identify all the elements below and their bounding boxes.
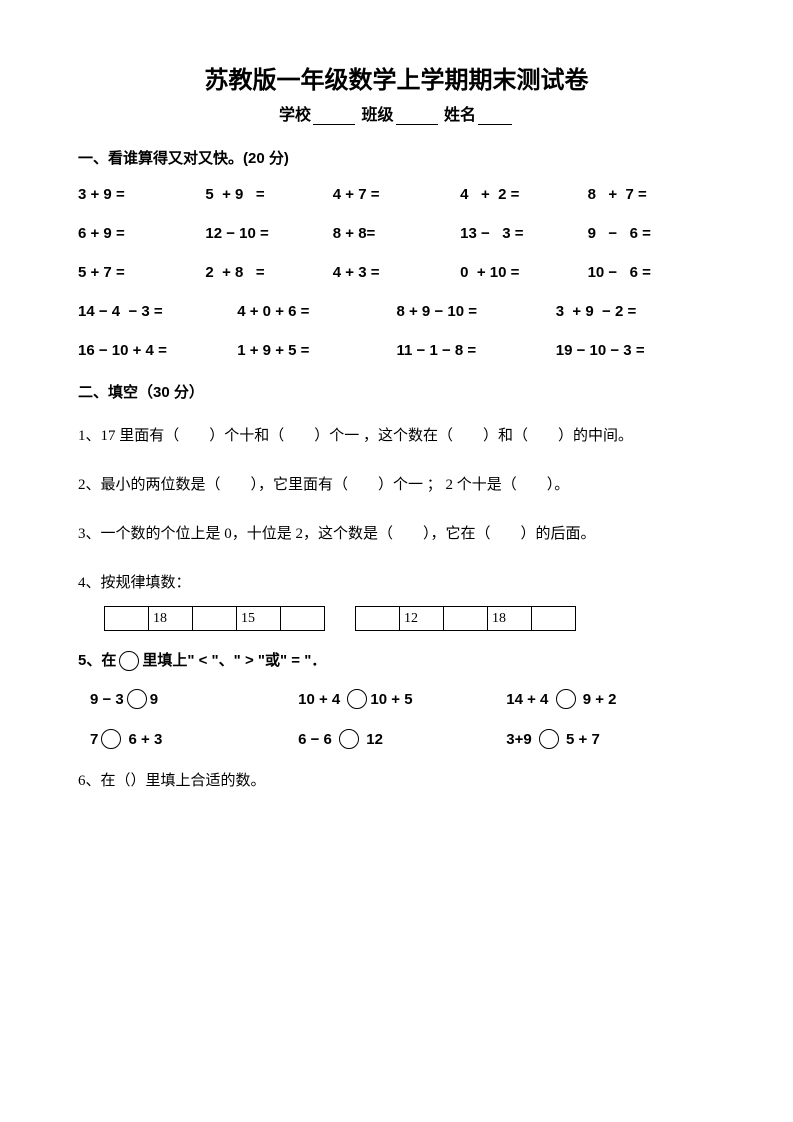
- arith-cell: 13 − 3 =: [460, 225, 587, 242]
- compare-left: 3+9: [506, 731, 536, 748]
- arith-cell: 4 + 2 =: [460, 186, 587, 203]
- compare-right: 9: [150, 691, 158, 708]
- seq-cell[interactable]: [356, 607, 400, 631]
- compare-right: 6 + 3: [124, 731, 162, 748]
- compare-circle[interactable]: [339, 729, 359, 749]
- compare-cell: 10 + 4 10 + 5: [298, 689, 506, 709]
- arith-cell: 8 + 8=: [333, 225, 460, 242]
- label-school: 学校: [279, 107, 311, 124]
- compare-row: 7 6 + 36 − 6 123+9 5 + 7: [78, 729, 715, 749]
- info-line: 学校 班级 姓名: [78, 101, 715, 125]
- seq-table-1: 1815: [104, 606, 325, 631]
- seq-cell[interactable]: 12: [400, 607, 444, 631]
- arith-cell: 4 + 0 + 6 =: [237, 303, 396, 320]
- arith-row: 6 + 9 =12 − 10 =8 + 8=13 − 3 =9 − 6 =: [78, 225, 715, 242]
- arith-row: 14 − 4 − 3 =4 + 0 + 6 =8 + 9 − 10 =3 + 9…: [78, 303, 715, 320]
- compare-circle[interactable]: [556, 689, 576, 709]
- arith-cell: 1 + 9 + 5 =: [237, 342, 396, 359]
- arith-cell: 8 + 9 − 10 =: [397, 303, 556, 320]
- sequence-tables: 1815 1218: [104, 606, 715, 631]
- blank-name[interactable]: [478, 109, 512, 125]
- compare-circle[interactable]: [539, 729, 559, 749]
- section-2-head: 二、填空（30 分）: [78, 381, 715, 402]
- seq-table-2: 12 18: [355, 606, 576, 631]
- arith-row: 3 + 9 =5 + 9 =4 + 7 =4 + 2 =8 + 7 =: [78, 186, 715, 203]
- arith-cell: 12 − 10 =: [205, 225, 332, 242]
- arith-row: 5 + 7 =2 + 8 =4 + 3 =0 + 10 =10 − 6 =: [78, 264, 715, 281]
- arith-cell: 14 − 4 − 3 =: [78, 303, 237, 320]
- seq-cell[interactable]: [105, 607, 149, 631]
- seq-cell[interactable]: [532, 607, 576, 631]
- arith-cell: 3 + 9 − 2 =: [556, 303, 715, 320]
- compare-right: 12: [362, 731, 383, 748]
- label-class: 班级: [361, 107, 393, 124]
- compare-circle[interactable]: [127, 689, 147, 709]
- compare-row: 9 − 3910 + 4 10 + 514 + 4 9 + 2: [78, 689, 715, 709]
- q3: 3、一个数的个位上是 0，十位是 2，这个数是（ ），它在（ ）的后面。: [78, 518, 715, 551]
- compare-right: 10 + 5: [370, 691, 412, 708]
- label-name: 姓名: [444, 107, 476, 124]
- circle-icon: [119, 651, 139, 671]
- compare-cell: 6 − 6 12: [298, 729, 506, 749]
- q1: 1、17 里面有（ ）个十和（ ）个一 ，这个数在（ ）和（ ）的中间。: [78, 420, 715, 453]
- compare-cell: 3+9 5 + 7: [506, 729, 714, 749]
- arith-cell: 19 − 10 − 3 =: [556, 342, 715, 359]
- arith-cell: 5 + 9 =: [205, 186, 332, 203]
- compare-right: 9 + 2: [579, 691, 617, 708]
- seq-cell[interactable]: 18: [149, 607, 193, 631]
- seq-cell[interactable]: [444, 607, 488, 631]
- arith-cell: 16 − 10 + 4 =: [78, 342, 237, 359]
- compare-cell: 7 6 + 3: [90, 729, 298, 749]
- section-1-head: 一、看谁算得又对又快。(20 分): [78, 147, 715, 168]
- seq-cell[interactable]: 15: [237, 607, 281, 631]
- q5-head: 5、在里填上" < "、" > "或" = "．: [78, 649, 715, 671]
- arith-cell: 3 + 9 =: [78, 186, 205, 203]
- seq-cell[interactable]: [193, 607, 237, 631]
- arith-cell: 5 + 7 =: [78, 264, 205, 281]
- compare-left: 14 + 4: [506, 691, 552, 708]
- compare-left: 9 − 3: [90, 691, 124, 708]
- compare-right: 5 + 7: [562, 731, 600, 748]
- page-title: 苏教版一年级数学上学期期末测试卷: [78, 60, 715, 95]
- arith-cell: 9 − 6 =: [588, 225, 715, 242]
- arith-cell: 10 − 6 =: [588, 264, 715, 281]
- q2: 2、最小的两位数是（ ），它里面有（ ）个一 ； 2 个十是（ ）。: [78, 469, 715, 502]
- seq-cell[interactable]: [281, 607, 325, 631]
- arith-cell: 4 + 7 =: [333, 186, 460, 203]
- q6: 6、在（）里填上合适的数。: [78, 769, 715, 790]
- compare-left: 6 − 6: [298, 731, 336, 748]
- compare-circle[interactable]: [101, 729, 121, 749]
- arith-row: 16 − 10 + 4 =1 + 9 + 5 =11 − 1 − 8 =19 −…: [78, 342, 715, 359]
- arith-cell: 0 + 10 =: [460, 264, 587, 281]
- arith-cell: 8 + 7 =: [588, 186, 715, 203]
- arith-cell: 6 + 9 =: [78, 225, 205, 242]
- compare-left: 7: [90, 731, 98, 748]
- compare-left: 10 + 4: [298, 691, 344, 708]
- seq-cell[interactable]: 18: [488, 607, 532, 631]
- compare-cell: 14 + 4 9 + 2: [506, 689, 714, 709]
- blank-class[interactable]: [396, 109, 438, 125]
- compare-circle[interactable]: [347, 689, 367, 709]
- compare-cell: 9 − 3 9: [90, 689, 298, 709]
- arith-cell: 4 + 3 =: [333, 264, 460, 281]
- q4: 4、按规律填数：: [78, 567, 715, 600]
- arith-cell: 2 + 8 =: [205, 264, 332, 281]
- arith-cell: 11 − 1 − 8 =: [397, 342, 556, 359]
- blank-school[interactable]: [313, 109, 355, 125]
